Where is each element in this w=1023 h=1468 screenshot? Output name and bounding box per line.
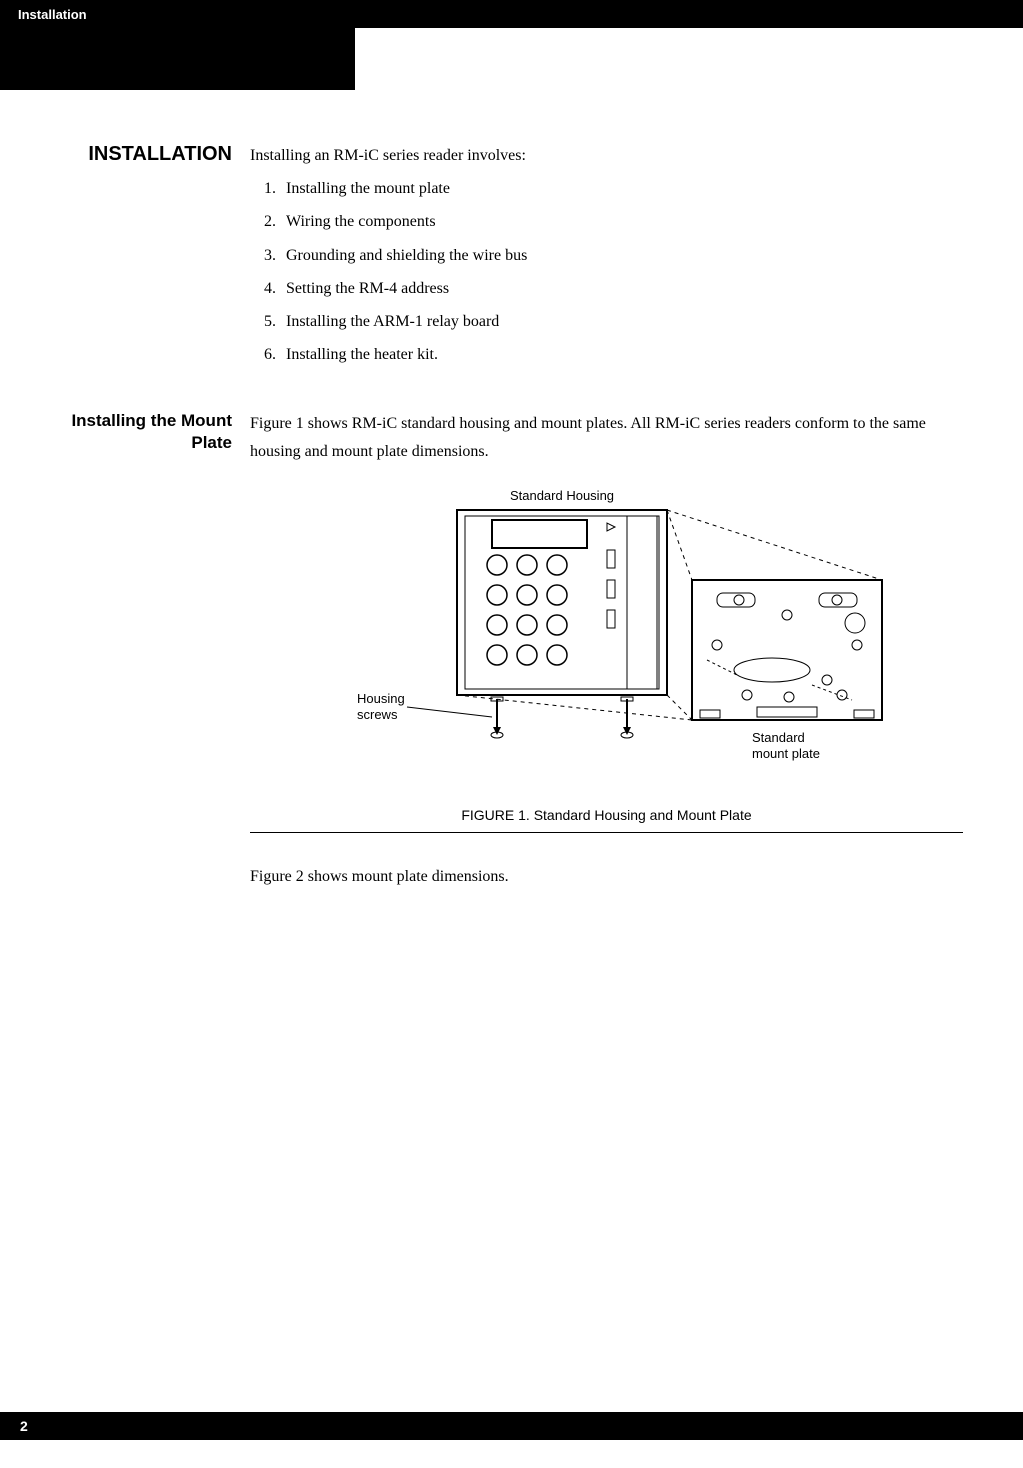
header-tab-label: Installation xyxy=(0,7,87,22)
svg-text:Housing: Housing xyxy=(357,691,405,706)
mount-plate-paragraph: Figure 1 shows RM-iC standard housing an… xyxy=(250,410,963,464)
figure-1: Standard Housing Housingscrews Standardmou… xyxy=(250,485,963,833)
list-item: Installing the ARM-1 relay board xyxy=(280,308,963,335)
svg-text:Standard: Standard xyxy=(752,730,805,745)
svg-text:mount plate: mount plate xyxy=(752,746,820,761)
list-item: Grounding and shielding the wire bus xyxy=(280,242,963,269)
installation-intro: Installing an RM-iC series reader involv… xyxy=(250,142,963,169)
svg-text:Standard Housing: Standard Housing xyxy=(509,488,613,503)
page-number: 2 xyxy=(0,1418,28,1434)
list-item: Setting the RM-4 address xyxy=(280,275,963,302)
header-black-block xyxy=(0,28,355,90)
footer-bar: 2 xyxy=(0,1412,1023,1440)
figure-1-caption: FIGURE 1. Standard Housing and Mount Pla… xyxy=(250,804,963,828)
after-figure-text: Figure 2 shows mount plate dimensions. xyxy=(250,863,963,890)
installation-steps-list: Installing the mount plate Wiring the co… xyxy=(250,175,963,368)
figure-caption-text: Standard Housing and Mount Plate xyxy=(534,807,752,823)
figure-caption-prefix: FIGURE 1. xyxy=(461,807,533,823)
heading-mount-plate: Installing the Mount Plate xyxy=(60,410,250,454)
svg-text:screws: screws xyxy=(357,707,398,722)
list-item: Installing the heater kit. xyxy=(280,341,963,368)
figure-rule xyxy=(250,832,963,833)
list-item: Installing the mount plate xyxy=(280,175,963,202)
figure-1-diagram: Standard Housing Housingscrews Standardmou… xyxy=(297,485,917,785)
header-bar: Installation xyxy=(0,0,1023,28)
heading-installation: INSTALLATION xyxy=(60,142,250,166)
list-item: Wiring the components xyxy=(280,208,963,235)
